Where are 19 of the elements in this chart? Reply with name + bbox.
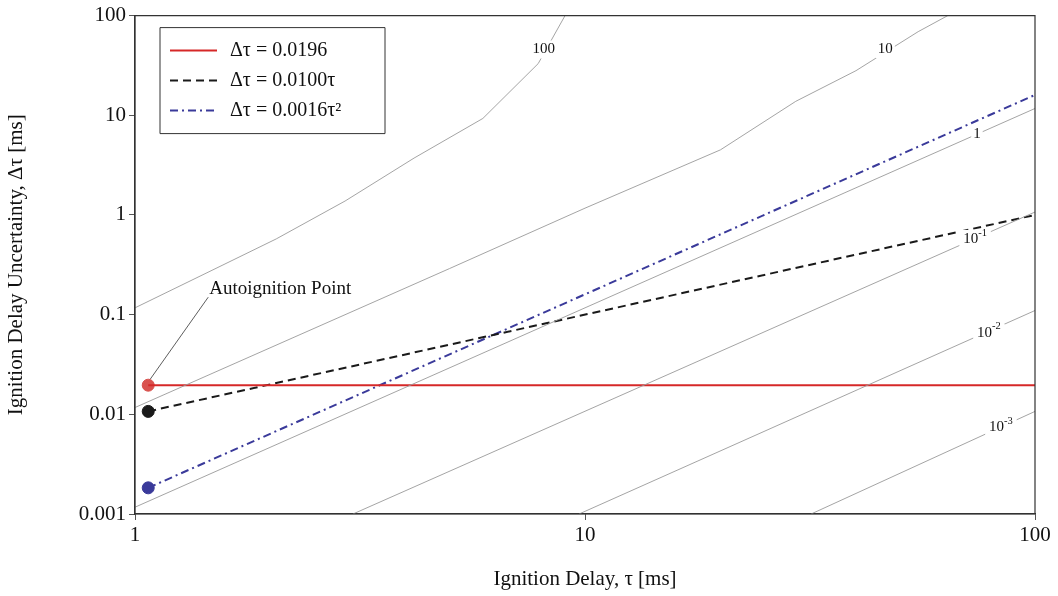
x-tick-label: 100: [1019, 522, 1051, 547]
y-tick-label: 0.001: [78, 500, 126, 525]
annotation: Autoignition Point: [209, 277, 352, 299]
legend-label: Δτ = 0.0016τ²: [230, 97, 342, 120]
legend-label: Δτ = 0.0100τ: [230, 67, 336, 90]
y-tick-label: 1: [115, 201, 126, 226]
x-axis-title: Ignition Delay, τ [ms]: [493, 565, 677, 590]
y-tick-label: 100: [94, 2, 126, 27]
y-axis-title: Ignition Delay Uncertainty, Δτ [ms]: [3, 114, 28, 416]
point: [141, 481, 155, 495]
y-tick-label: 0.1: [99, 301, 126, 326]
legend-label: Δτ = 0.0196: [230, 37, 328, 60]
annotation: 10: [877, 40, 893, 57]
y-tick-label: 0.01: [89, 400, 126, 425]
x-tick-label: 10: [574, 522, 596, 547]
y-tick-label: 10: [105, 101, 126, 126]
annotation: 1: [973, 125, 981, 142]
point: [141, 404, 155, 418]
annotation: 100: [532, 40, 556, 57]
